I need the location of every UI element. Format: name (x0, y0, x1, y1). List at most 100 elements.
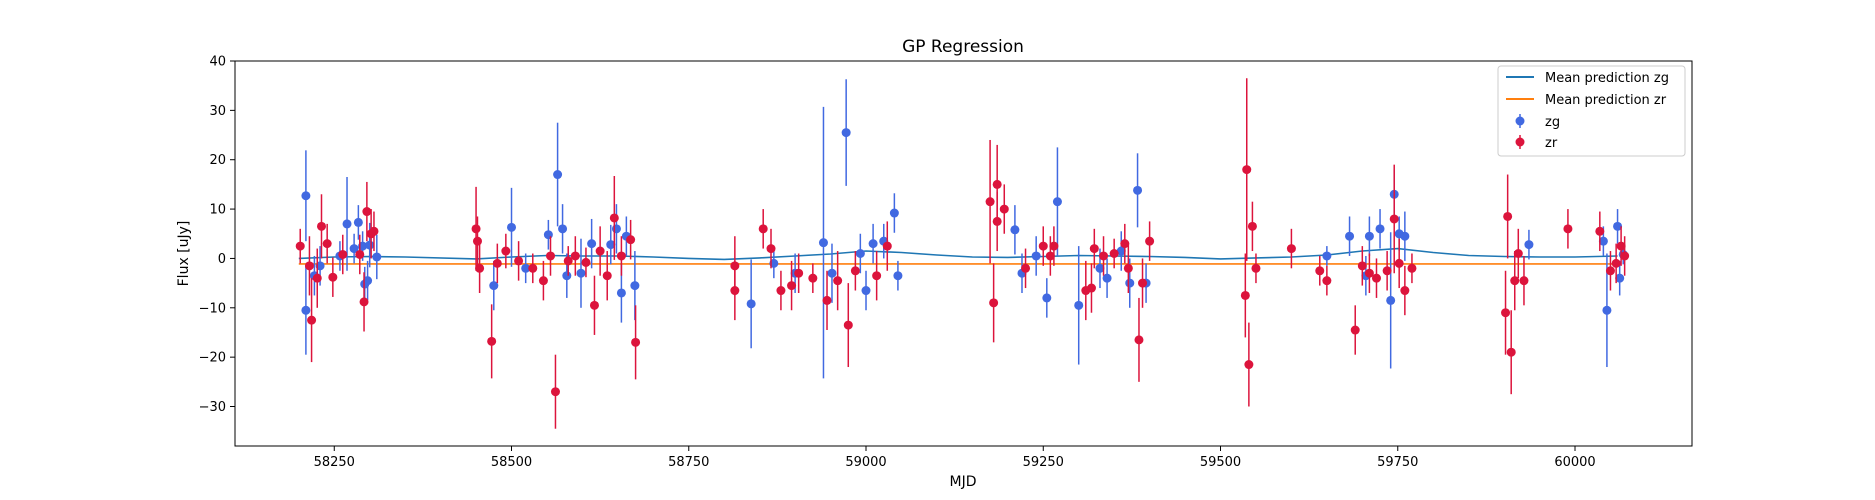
zg-marker (1125, 278, 1135, 288)
zr-point (1364, 253, 1374, 293)
zr-point (1138, 258, 1148, 308)
zg-marker (1031, 251, 1041, 261)
zr-point (1120, 223, 1130, 264)
zr-point (1513, 228, 1523, 279)
zr-marker (1038, 241, 1048, 251)
zr-marker (1109, 249, 1119, 258)
zr-point (1145, 221, 1155, 261)
zr-marker (563, 256, 573, 266)
zr-marker (985, 197, 995, 207)
zr-marker (609, 213, 619, 223)
plot-data-layer (295, 78, 1630, 429)
zr-point (794, 253, 804, 293)
zr-point (501, 233, 511, 269)
zr-marker (1595, 226, 1605, 236)
zr-marker (550, 387, 560, 397)
zr-point (1021, 248, 1031, 289)
zr-point (787, 260, 797, 311)
zr-point (631, 305, 641, 380)
zr-point (1242, 78, 1252, 261)
zr-marker (758, 224, 768, 234)
zr-point (595, 226, 605, 276)
zr-point (570, 236, 580, 276)
zg-marker (553, 170, 563, 180)
zg-marker (1364, 231, 1374, 241)
zr-point (626, 219, 636, 260)
zg-point (868, 223, 878, 264)
zr-point (1400, 265, 1410, 316)
zg-point (353, 205, 363, 240)
zr-marker (1123, 263, 1133, 273)
zr-point (471, 186, 481, 271)
zr-marker (833, 276, 843, 286)
y-tick-label: −30 (199, 400, 226, 415)
zg-point (606, 224, 616, 265)
zr-point (355, 234, 365, 275)
zg-marker (365, 240, 375, 250)
zr-point (1394, 238, 1404, 289)
zg-point (363, 260, 373, 301)
zr-marker (1315, 266, 1325, 276)
zr-point (1371, 258, 1381, 298)
zr-point (1045, 236, 1055, 276)
zg-marker (1116, 246, 1126, 256)
y-axis-label: Flux [uJy] (176, 221, 192, 287)
zr-marker (1089, 244, 1099, 254)
zr-marker (992, 216, 1002, 226)
zr-point (1038, 226, 1048, 266)
zg-marker (342, 219, 352, 229)
zg-marker (521, 263, 531, 273)
zr-marker (338, 249, 348, 259)
zg-marker (363, 276, 373, 286)
x-tick-label: 59250 (1023, 455, 1064, 470)
zr-point (1382, 251, 1392, 291)
zg-marker (507, 222, 517, 232)
zr-marker (1350, 325, 1360, 335)
zr-marker (1120, 239, 1130, 249)
zr-point (581, 247, 591, 278)
zr-marker (1389, 214, 1399, 224)
zr-point (487, 304, 497, 379)
zg-marker (1322, 251, 1332, 261)
zr-point (1510, 251, 1520, 311)
zg-marker (301, 305, 311, 315)
y-tick-label: 40 (209, 55, 226, 70)
zr-marker (1506, 347, 1516, 357)
zr-point (882, 221, 892, 271)
zr-marker (595, 246, 605, 256)
x-tick-label: 59000 (845, 455, 886, 470)
zr-point (307, 278, 317, 363)
zr-marker (1244, 360, 1254, 370)
zr-point (999, 184, 1009, 234)
zr-marker (730, 261, 740, 271)
zg-marker (606, 240, 616, 250)
zr-marker (492, 258, 502, 268)
zr-marker (1400, 286, 1410, 296)
zr-point (1501, 270, 1511, 355)
x-tick-label: 58250 (314, 455, 355, 470)
zg-point (889, 193, 899, 233)
x-tick-label: 58500 (491, 455, 532, 470)
zg-marker (861, 286, 871, 296)
zr-marker (475, 263, 485, 273)
zg-point (861, 270, 871, 311)
zg-marker (1074, 300, 1084, 310)
zr-marker (501, 246, 511, 256)
zr-point (609, 176, 619, 260)
zg-point (1386, 232, 1396, 369)
zg-marker (1615, 273, 1625, 283)
zr-point (616, 236, 626, 276)
zr-marker (999, 204, 1009, 214)
zr-marker (989, 298, 999, 308)
zr-marker (794, 268, 804, 278)
zg-marker (1042, 293, 1052, 303)
zr-point (1616, 226, 1626, 266)
zr-marker (1519, 276, 1529, 286)
zg-point (1052, 147, 1062, 256)
zr-point (730, 236, 740, 296)
zg-point (1010, 205, 1020, 255)
zg-point (1613, 209, 1623, 244)
zr-point (1595, 211, 1605, 252)
zg-marker (616, 288, 626, 298)
zr-marker (787, 281, 797, 291)
